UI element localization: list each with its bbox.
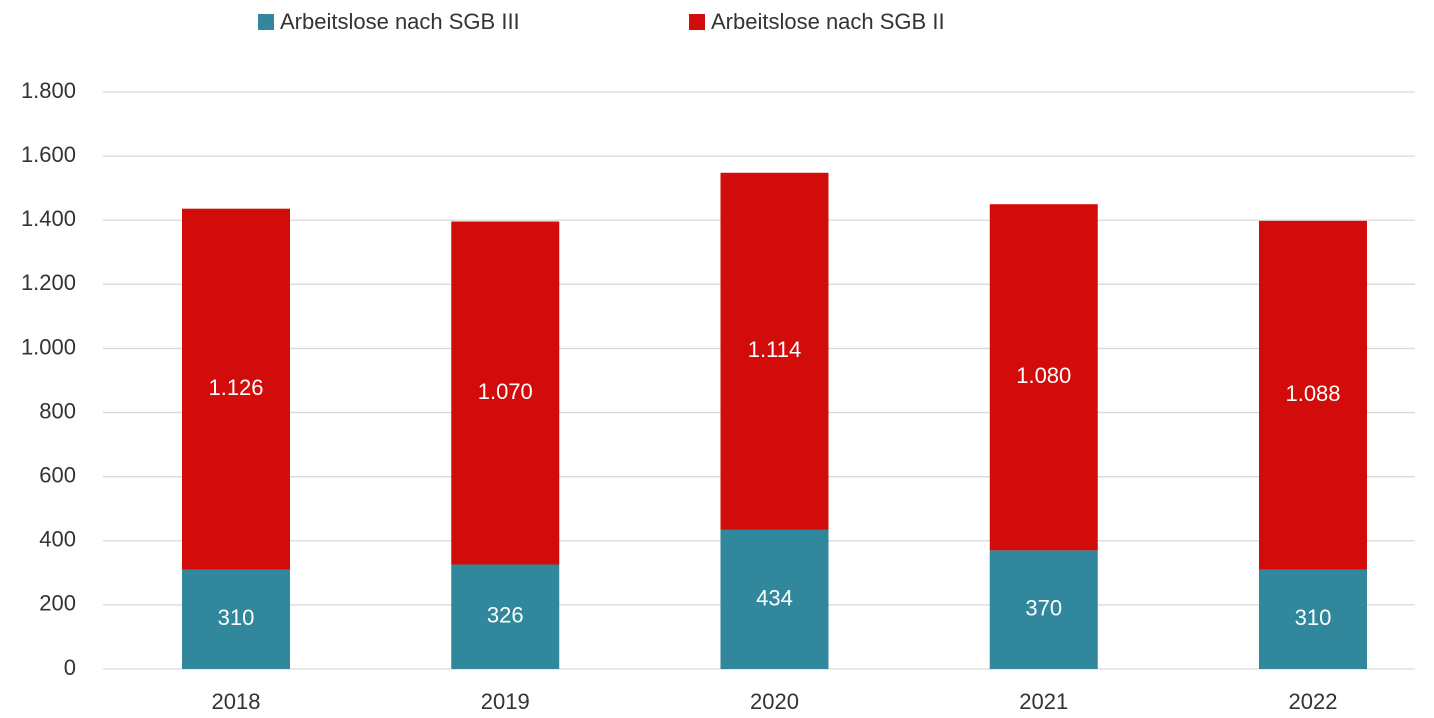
legend-swatch: [689, 14, 705, 30]
bar-segment: [451, 221, 560, 565]
data-label: 326: [487, 603, 524, 628]
y-tick-label: 1.600: [21, 142, 76, 167]
legend-swatch: [258, 14, 274, 30]
data-label: 1.126: [208, 375, 263, 400]
x-tick-label: 2021: [1019, 689, 1068, 714]
x-tick-label: 2018: [212, 689, 261, 714]
y-tick-label: 1.000: [21, 334, 76, 359]
bar-segment: [720, 172, 829, 530]
y-tick-label: 0: [64, 655, 76, 680]
legend-label: Arbeitslose nach SGB II: [711, 9, 945, 34]
data-label: 310: [1295, 605, 1332, 630]
bar-segment: [182, 208, 290, 570]
data-label: 1.080: [1016, 363, 1071, 388]
y-tick-label: 200: [39, 591, 76, 616]
y-tick-label: 1.200: [21, 270, 76, 295]
bar-segment: [451, 564, 560, 669]
y-tick-label: 800: [39, 398, 76, 423]
data-label: 1.114: [748, 337, 801, 362]
bar-segment: [720, 529, 829, 669]
x-tick-label: 2022: [1289, 689, 1338, 714]
y-tick-label: 600: [39, 462, 76, 487]
legend-label: Arbeitslose nach SGB III: [280, 9, 520, 34]
y-tick-label: 400: [39, 527, 76, 552]
x-tick-label: 2019: [481, 689, 530, 714]
data-label: 370: [1025, 596, 1062, 621]
bar-segment: [1259, 220, 1367, 570]
y-tick-label: 1.800: [21, 78, 76, 103]
bar-segment: [989, 204, 1098, 551]
y-tick-label: 1.400: [21, 206, 76, 231]
data-label: 1.088: [1285, 381, 1340, 406]
data-label: 1.070: [478, 379, 533, 404]
bar-segment: [1259, 569, 1367, 669]
x-tick-label: 2020: [750, 689, 799, 714]
bar-segment: [182, 569, 290, 669]
bar-segment: [989, 550, 1098, 669]
data-label: 434: [756, 585, 793, 610]
data-label: 310: [218, 605, 255, 630]
